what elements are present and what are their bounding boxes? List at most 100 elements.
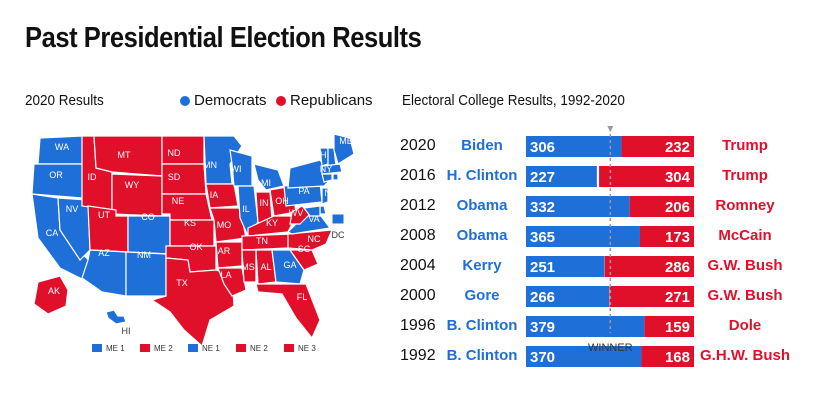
rep-candidate: Romney (715, 197, 775, 214)
state-label-wy: WY (125, 180, 140, 190)
state-label-tx: TX (176, 278, 188, 288)
state-label-me: ME (339, 136, 353, 146)
state-label-mo: MO (217, 220, 232, 230)
state-ri (332, 173, 339, 181)
winner-label: WINNER (588, 342, 633, 354)
dem-votes-label: 379 (530, 319, 555, 336)
rep-bar (639, 226, 694, 247)
state-label-nv: NV (66, 204, 79, 214)
rep-bar (609, 286, 694, 307)
state-label-wv: WV (289, 208, 304, 218)
state-dc (331, 213, 345, 225)
rep-bar (641, 346, 694, 367)
state-label-al: AL (260, 262, 271, 272)
state-label-mn: MN (203, 160, 217, 170)
state-fl (255, 283, 321, 340)
dem-bar (526, 226, 640, 247)
state-mt (93, 135, 163, 177)
rep-votes-label: 286 (665, 259, 690, 276)
state-la (217, 267, 247, 297)
dem-candidate: Obama (456, 227, 508, 244)
state-label-nh: NH (314, 150, 327, 160)
election-year: 2012 (400, 197, 436, 214)
state-mo (209, 207, 247, 243)
district-label-me-1: ME 1 (106, 344, 125, 353)
state-label-la: LA (220, 270, 231, 280)
state-ct (321, 173, 333, 183)
us-election-map: WA OR CA NV ID MT WY UT CO AZ NM ND SD NE KS OK TX MN IA MO… (31, 133, 355, 353)
election-year: 1992 (400, 347, 436, 364)
district-label-ne-3: NE 3 (298, 344, 316, 353)
district-swatch-ne-2 (236, 344, 246, 352)
dem-votes-label: 266 (530, 289, 555, 306)
district-label-ne-2: NE 2 (250, 344, 268, 353)
election-year: 2004 (400, 257, 436, 274)
state-ny (287, 159, 333, 189)
state-ga (271, 249, 305, 285)
state-label-va: VA (308, 214, 319, 224)
state-tx (150, 257, 235, 348)
district-swatch-me-1 (92, 344, 102, 352)
rep-bar (644, 316, 694, 337)
dem-candidate: Biden (461, 137, 503, 154)
state-label-ak: AK (48, 286, 60, 296)
state-label-nc: NC (308, 234, 321, 244)
state-label-az: AZ (98, 248, 110, 258)
state-label-dc: DC (332, 230, 345, 240)
state-label-ia: IA (210, 190, 219, 200)
state-label-ny: NY (320, 164, 333, 174)
state-ms (241, 249, 257, 283)
rep-candidate: Trump (722, 167, 768, 184)
state-label-hi: HI (122, 326, 131, 336)
chart-title: Electoral College Results, 1992-2020 (402, 92, 625, 109)
state-nj (321, 187, 329, 205)
legend-democrats: Democrats (180, 92, 267, 109)
democrat-dot-icon (180, 95, 190, 106)
election-year: 2020 (400, 137, 436, 154)
district-swatch-ne-1 (188, 344, 198, 352)
state-mi (253, 163, 285, 191)
dem-votes-label: 251 (530, 259, 555, 276)
rep-votes-label: 168 (665, 349, 690, 366)
rep-candidate: Trump (722, 137, 768, 154)
dem-candidate: Gore (464, 287, 500, 304)
state-label-ks: KS (184, 218, 196, 228)
state-label-ne: NE (172, 196, 185, 206)
election-year: 2000 (400, 287, 436, 304)
district-swatch-me-2 (140, 344, 150, 352)
state-ar (215, 241, 243, 269)
state-ma (321, 163, 343, 175)
rep-votes-label: 304 (665, 169, 691, 186)
election-year: 2008 (400, 227, 436, 244)
state-label-ca: CA (46, 228, 59, 238)
dem-bar (526, 166, 597, 187)
state-ia (205, 183, 239, 209)
dem-votes-label: 365 (530, 229, 555, 246)
dem-candidate: Kerry (462, 257, 502, 274)
state-label-nj: NJ (325, 188, 336, 198)
dem-bar (526, 196, 630, 217)
dem-votes-label: 227 (530, 169, 555, 186)
rep-votes-label: 271 (665, 289, 690, 306)
election-row: 2020 Biden Trump (400, 135, 800, 157)
election-row: 2012 Obama Romney (400, 195, 800, 217)
dem-candidate: B. Clinton (446, 347, 518, 364)
state-label-mt: MT (118, 150, 131, 160)
map-subtitle: 2020 Results (25, 92, 104, 109)
state-label-pa: PA (298, 186, 309, 196)
state-wv (289, 205, 311, 225)
rep-candidate: McCain (718, 227, 772, 244)
rep-votes-label: 206 (665, 199, 690, 216)
legend-democrats-label: Democrats (194, 92, 267, 109)
state-label-ok: OK (189, 242, 202, 252)
state-label-co: CO (141, 212, 155, 222)
dem-bar (526, 136, 622, 157)
state-label-id: ID (88, 172, 98, 182)
election-row: 2004 Kerry G.W. Bush (400, 255, 800, 277)
rep-votes-label: 159 (665, 319, 690, 336)
state-label-or: OR (49, 170, 63, 180)
dem-bar (526, 286, 610, 307)
dem-bar (526, 346, 642, 367)
state-label-sd: SD (168, 172, 181, 182)
state-label-ms: MS (241, 262, 255, 272)
